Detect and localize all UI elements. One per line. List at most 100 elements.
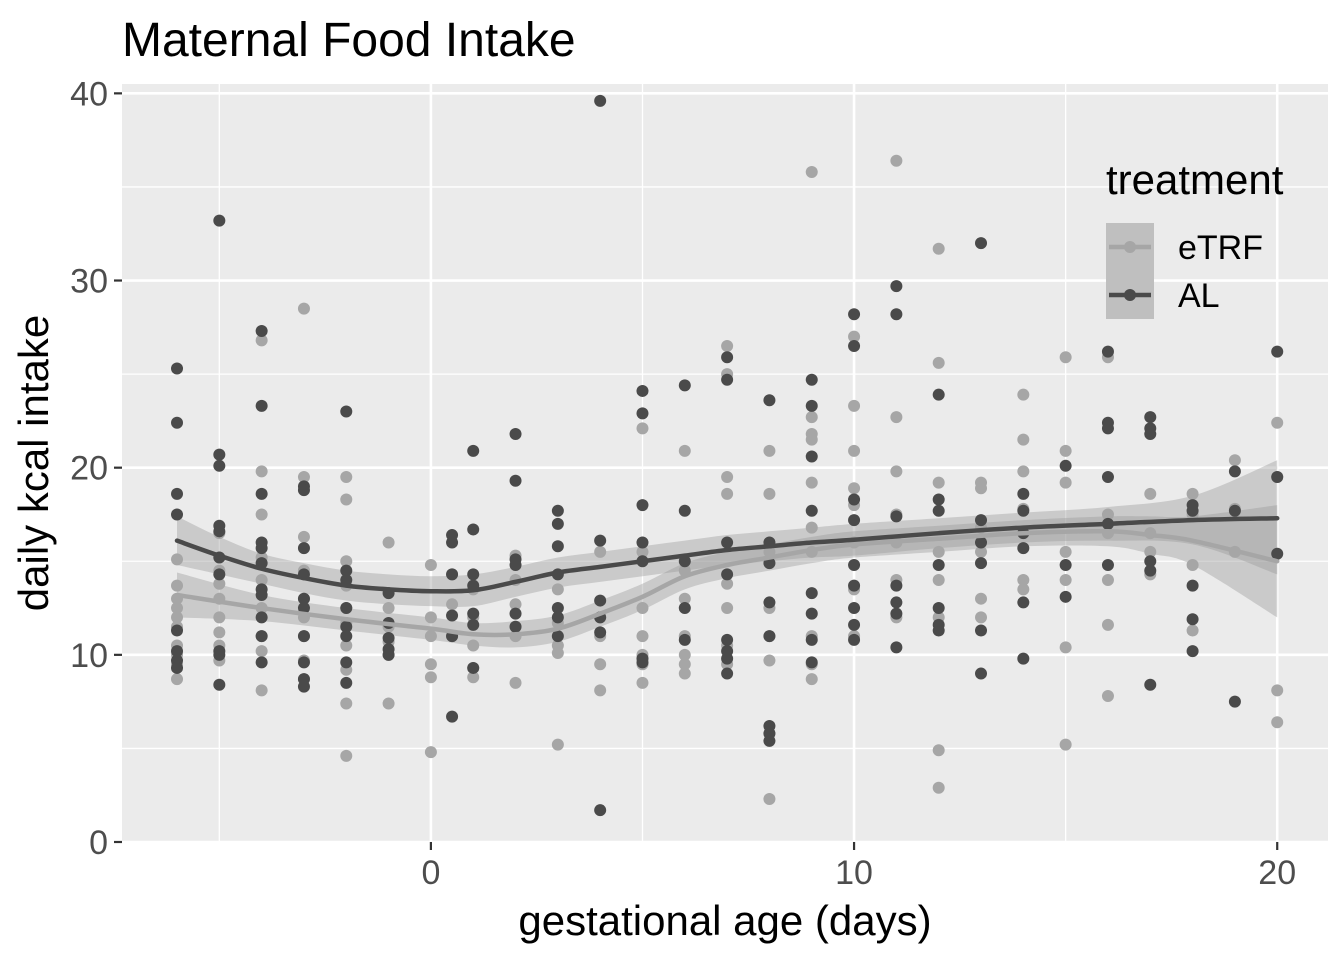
data-point [848, 579, 861, 592]
data-point [1059, 545, 1072, 558]
y-tick-label: 40 [70, 75, 108, 113]
data-point [721, 536, 734, 549]
data-point [171, 579, 184, 592]
y-axis-title: daily kcal intake [10, 315, 57, 611]
data-point [297, 302, 310, 315]
data-point [975, 611, 988, 624]
x-tick-label: 10 [835, 854, 873, 892]
data-point [721, 340, 734, 353]
data-point [340, 630, 353, 643]
data-point [551, 540, 564, 553]
data-point [1271, 547, 1284, 560]
data-point [848, 618, 861, 631]
data-point [975, 624, 988, 637]
data-point [171, 611, 184, 624]
data-point [255, 542, 268, 555]
data-point [446, 568, 459, 581]
data-point [1186, 504, 1199, 517]
plot-panel [122, 84, 1328, 842]
data-point [805, 450, 818, 463]
data-point [1186, 624, 1199, 637]
data-point [213, 448, 226, 461]
data-point [551, 646, 564, 659]
data-point [805, 521, 818, 534]
data-point [932, 388, 945, 401]
legend-keys: eTRF AL [1106, 223, 1263, 319]
data-point [678, 444, 691, 457]
data-point [763, 596, 776, 609]
data-point [636, 499, 649, 512]
data-point [848, 514, 861, 527]
data-point [975, 557, 988, 570]
data-point [890, 154, 903, 167]
data-point [636, 630, 649, 643]
data-point [594, 658, 607, 671]
data-point [636, 656, 649, 669]
data-point [805, 587, 818, 600]
data-point [932, 573, 945, 586]
data-point [1186, 613, 1199, 626]
data-point [297, 542, 310, 555]
data-point [1017, 487, 1030, 500]
data-point [1228, 695, 1241, 708]
data-point [678, 379, 691, 392]
data-point [932, 476, 945, 489]
data-point [932, 559, 945, 572]
data-point [1017, 504, 1030, 517]
axes: 0 10 20 0 10 20 30 40 [70, 75, 1296, 892]
data-point [1271, 416, 1284, 429]
data-point [255, 487, 268, 500]
data-point [213, 568, 226, 581]
data-point [805, 399, 818, 412]
data-point [1186, 645, 1199, 658]
data-point [1017, 652, 1030, 665]
data-point [297, 602, 310, 615]
data-point [763, 792, 776, 805]
data-point [848, 482, 861, 495]
data-point [551, 630, 564, 643]
data-point [763, 734, 776, 747]
data-point [171, 508, 184, 521]
data-point [1271, 345, 1284, 358]
data-point [890, 641, 903, 654]
data-point [424, 630, 437, 643]
data-point [446, 536, 459, 549]
data-point [340, 405, 353, 418]
data-point [340, 493, 353, 506]
data-point [594, 545, 607, 558]
y-tick-label: 20 [70, 450, 108, 488]
data-point [297, 680, 310, 693]
data-point [551, 738, 564, 751]
y-tick-label: 0 [89, 824, 108, 862]
data-point [509, 427, 522, 440]
data-point [255, 399, 268, 412]
data-point [297, 656, 310, 669]
data-point [932, 545, 945, 558]
data-point [1101, 618, 1114, 631]
data-point [255, 573, 268, 586]
data-point [255, 630, 268, 643]
data-point [213, 459, 226, 472]
data-point [678, 648, 691, 661]
data-point [932, 242, 945, 255]
legend-title: treatment [1106, 156, 1284, 203]
data-point [594, 626, 607, 639]
data-point [1186, 559, 1199, 572]
data-point [1101, 573, 1114, 586]
data-point [1101, 345, 1114, 358]
data-point [1144, 555, 1157, 568]
data-point [805, 504, 818, 517]
data-point [848, 308, 861, 321]
data-points [171, 94, 1284, 817]
data-point [890, 596, 903, 609]
data-point [1271, 684, 1284, 697]
data-point [340, 555, 353, 568]
data-point [848, 444, 861, 457]
data-point [890, 280, 903, 293]
data-point [805, 373, 818, 386]
data-point [1144, 545, 1157, 558]
data-point [467, 444, 480, 457]
data-point [1059, 641, 1072, 654]
data-point [848, 399, 861, 412]
